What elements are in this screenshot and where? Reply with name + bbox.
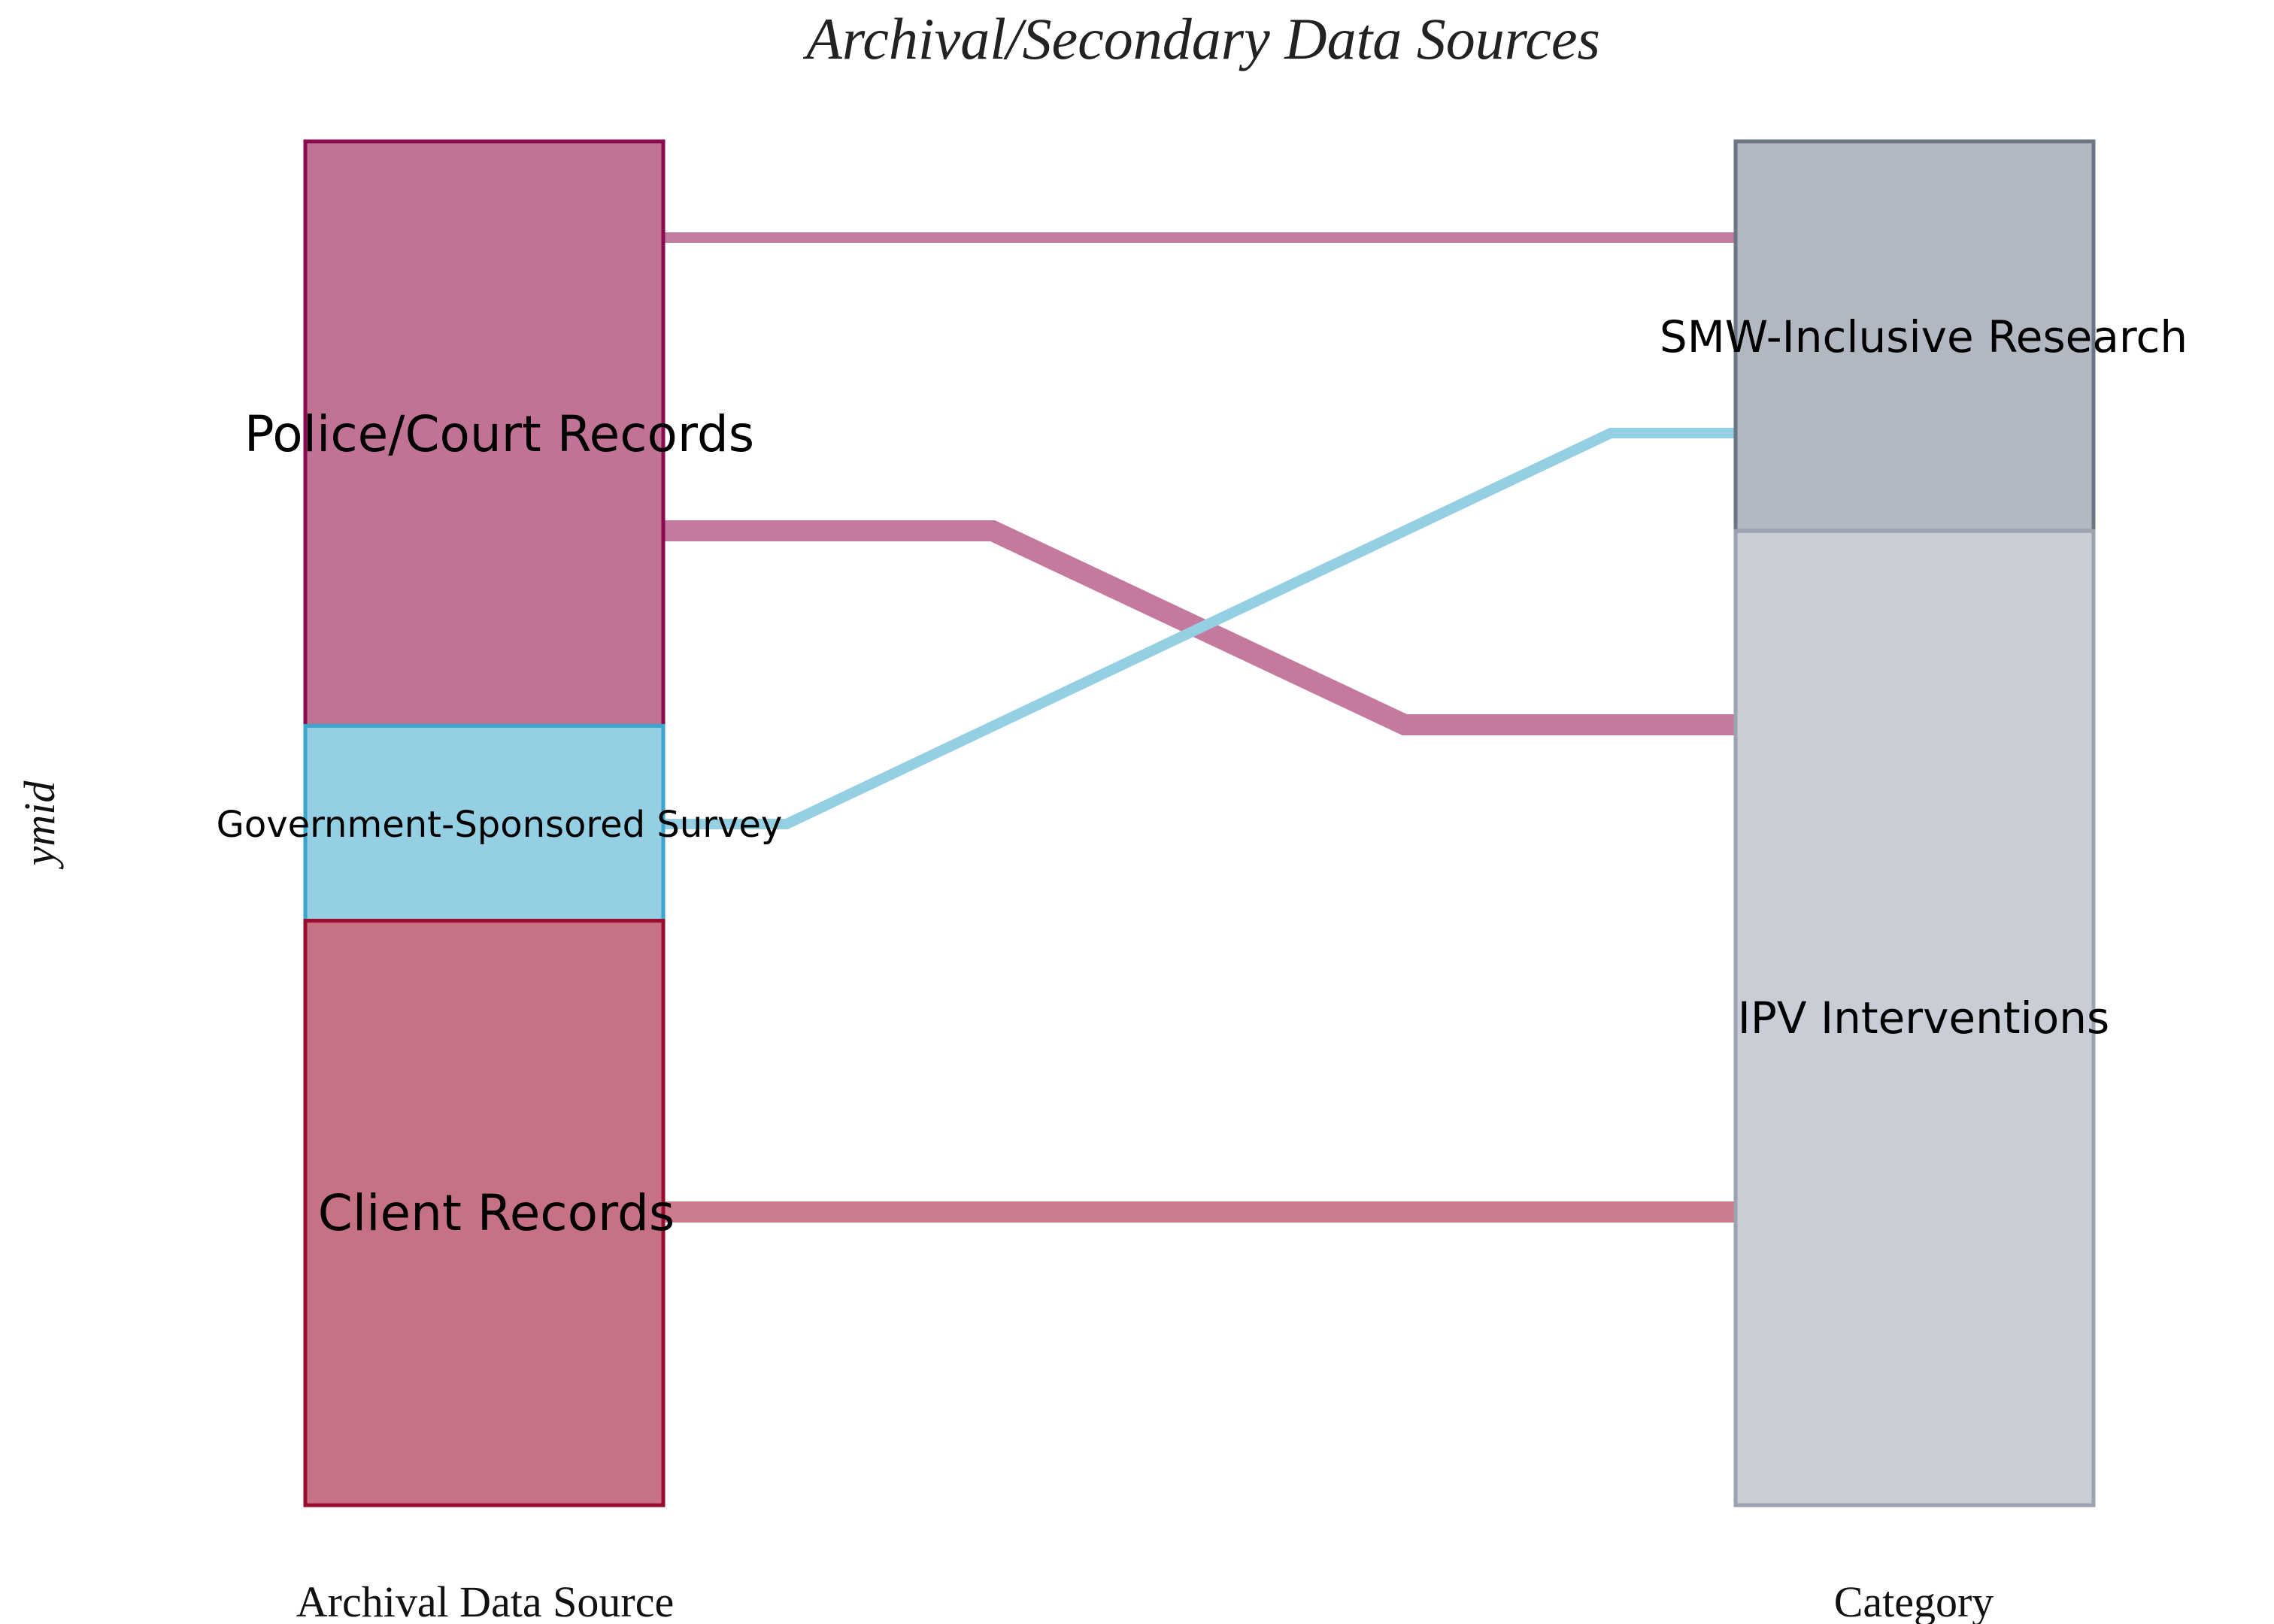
- node-label-ipv: IPV Interventions: [1738, 992, 2109, 1044]
- axis-label-category: Category: [1834, 1577, 1994, 1624]
- node-smw: [1733, 139, 2096, 533]
- y-axis-label: ymid: [15, 780, 64, 870]
- node-police: [303, 139, 666, 728]
- node-label-smw: SMW-Inclusive Research: [1660, 311, 2188, 362]
- labels-layer: Police/Court Records Government-Sponsored…: [217, 311, 2188, 1242]
- chart-title: Archival/Secondary Data Sources: [802, 6, 1600, 71]
- links-layer: [663, 232, 1736, 1223]
- node-client: [303, 919, 666, 1507]
- nodes-layer: [303, 139, 2096, 1507]
- node-ipv: [1733, 529, 2096, 1507]
- link-gov-smw: [663, 428, 1736, 829]
- node-label-gov: Government-Sponsored Survey: [217, 804, 783, 846]
- axis-label-source: Archival Data Source: [296, 1577, 674, 1624]
- node-gov: [303, 723, 666, 923]
- node-label-client: Client Records: [318, 1184, 675, 1242]
- node-label-police: Police/Court Records: [244, 405, 754, 463]
